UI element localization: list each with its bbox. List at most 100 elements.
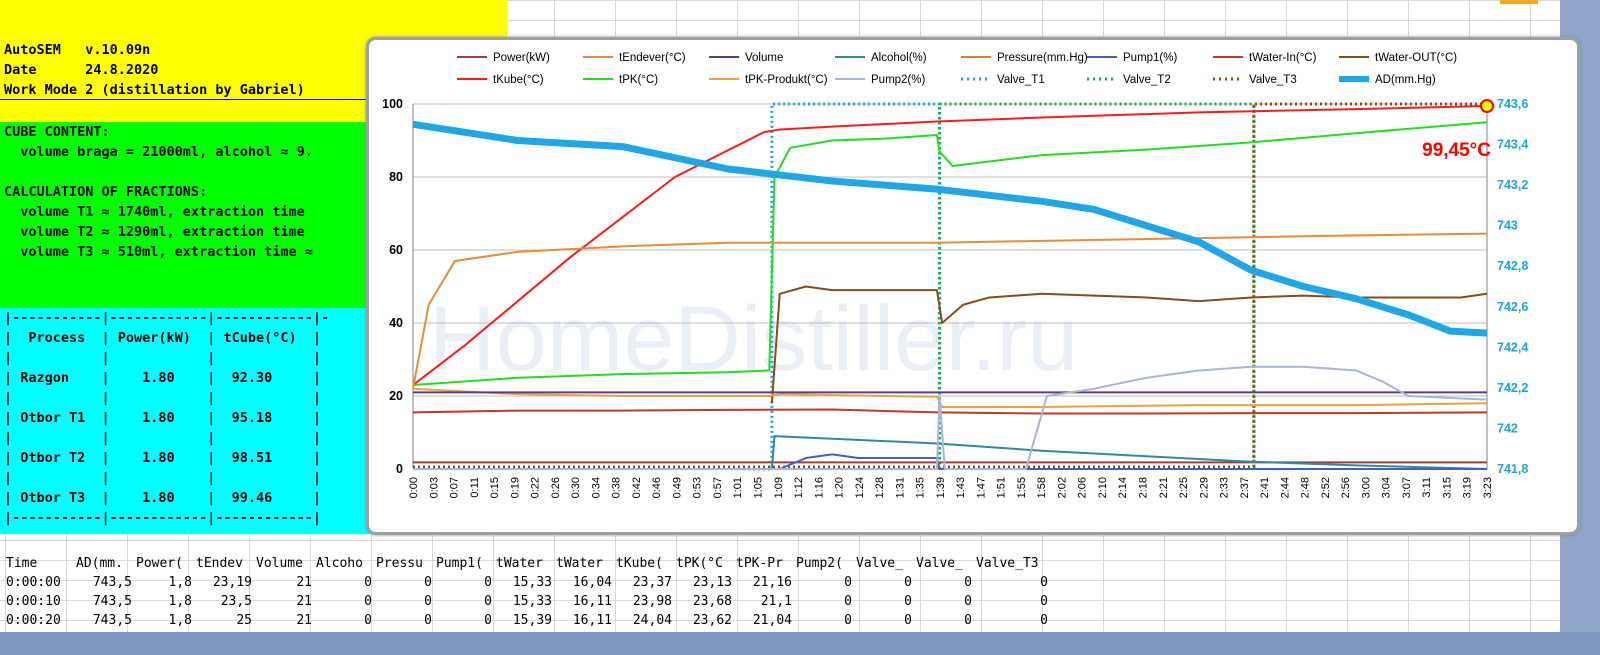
- x-tick-label: 2:48: [1300, 477, 1312, 498]
- table-cell[interactable]: 0: [904, 575, 912, 590]
- x-tick-label: 3:11: [1421, 477, 1433, 498]
- table-cell[interactable]: 23,5: [220, 594, 252, 609]
- header-divider: [0, 99, 507, 100]
- temperature-annotation: 99,45°C: [1422, 140, 1491, 161]
- x-tick-label: 0:42: [631, 477, 643, 498]
- table-cell[interactable]: 0:00:20: [6, 613, 61, 628]
- x-tick-label: 1:20: [834, 477, 846, 498]
- table-cell[interactable]: 0: [484, 575, 492, 590]
- column-header[interactable]: Valve_: [856, 556, 903, 571]
- x-tick-label: 0:00: [408, 477, 420, 498]
- series-line: [413, 365, 1488, 470]
- table-cell[interactable]: 0: [364, 594, 372, 609]
- table-cell[interactable]: 1,8: [168, 594, 192, 609]
- column-header[interactable]: tPK-Pr: [736, 556, 783, 571]
- cube-line: volume T3 ≈ 510ml, extraction time ≈: [4, 244, 313, 260]
- table-cell[interactable]: 743,5: [92, 594, 132, 609]
- y-tick-label: 40: [389, 316, 403, 330]
- table-cell[interactable]: 15,33: [512, 575, 552, 590]
- table-cell[interactable]: 23,68: [692, 594, 732, 609]
- table-cell[interactable]: 16,11: [572, 594, 612, 609]
- table-cell[interactable]: 743,5: [92, 575, 132, 590]
- table-cell[interactable]: 21,04: [752, 613, 792, 628]
- table-cell[interactable]: 0: [964, 594, 972, 609]
- column-header[interactable]: tPK(°C: [676, 556, 723, 571]
- table-cell[interactable]: 16,04: [572, 575, 612, 590]
- process-line: |-----------|------------|------------|: [4, 510, 321, 526]
- column-header[interactable]: AD(mm.: [76, 556, 123, 571]
- column-header[interactable]: tWater: [556, 556, 603, 571]
- table-cell[interactable]: 21: [296, 613, 312, 628]
- x-tick-label: 0:57: [712, 477, 724, 498]
- column-header[interactable]: Valve_T3: [976, 556, 1039, 571]
- x-tick-label: 0:53: [692, 477, 704, 498]
- work-mode-line: Work Mode 2 (distillation by Gabriel): [4, 82, 305, 98]
- table-cell[interactable]: 23,62: [692, 613, 732, 628]
- x-tick-label: 1:05: [752, 477, 764, 498]
- x-tick-label: 0:49: [671, 477, 683, 498]
- table-cell[interactable]: 1,8: [168, 575, 192, 590]
- table-cell[interactable]: 0: [844, 613, 852, 628]
- table-cell[interactable]: 0: [364, 613, 372, 628]
- table-cell[interactable]: 0:00:00: [6, 575, 61, 590]
- column-header[interactable]: Valve_: [916, 556, 963, 571]
- table-cell[interactable]: 0: [844, 594, 852, 609]
- table-cell[interactable]: 0: [1040, 575, 1048, 590]
- column-header[interactable]: tKube(: [616, 556, 663, 571]
- table-cell[interactable]: 23,37: [632, 575, 672, 590]
- table-cell[interactable]: 1,8: [168, 613, 192, 628]
- column-header[interactable]: Pressu: [376, 556, 423, 571]
- x-tick-label: 1:47: [975, 477, 987, 498]
- table-cell[interactable]: 0: [424, 594, 432, 609]
- table-cell[interactable]: 16,11: [572, 613, 612, 628]
- table-cell[interactable]: 0: [904, 594, 912, 609]
- table-cell[interactable]: 25: [236, 613, 252, 628]
- table-cell[interactable]: 0: [424, 575, 432, 590]
- table-cell[interactable]: 24,04: [632, 613, 672, 628]
- table-cell[interactable]: 0: [964, 575, 972, 590]
- column-header[interactable]: Pump1(: [436, 556, 483, 571]
- table-cell[interactable]: 23,13: [692, 575, 732, 590]
- table-cell[interactable]: 21,1: [760, 594, 792, 609]
- table-cell[interactable]: 21,16: [752, 575, 792, 590]
- column-header[interactable]: Alcoho: [316, 556, 363, 571]
- table-cell[interactable]: 21: [296, 575, 312, 590]
- process-line: | Razgon | 1.80 | 92.30 |: [4, 370, 321, 386]
- table-cell[interactable]: 21: [296, 594, 312, 609]
- y2-tick-label: 742,2: [1497, 381, 1528, 395]
- table-cell[interactable]: 15,33: [512, 594, 552, 609]
- x-tick-label: 2:52: [1320, 477, 1332, 498]
- table-cell[interactable]: 0: [964, 613, 972, 628]
- table-cell[interactable]: 0:00:10: [6, 594, 61, 609]
- x-tick-label: 0:38: [611, 477, 623, 498]
- table-cell[interactable]: 23,98: [632, 594, 672, 609]
- legend-label: tPK(°C): [619, 74, 658, 86]
- legend-label: tKube(°C): [493, 74, 544, 86]
- column-header[interactable]: Time: [6, 556, 38, 571]
- column-header[interactable]: Volume: [256, 556, 303, 571]
- series-line: [413, 435, 1488, 470]
- table-cell[interactable]: 0: [1040, 613, 1048, 628]
- table-cell[interactable]: 0: [484, 613, 492, 628]
- table-cell[interactable]: 0: [484, 594, 492, 609]
- table-cell[interactable]: 15,39: [512, 613, 552, 628]
- legend-label: Volume: [745, 52, 783, 64]
- column-header[interactable]: Pump2(: [796, 556, 843, 571]
- column-header[interactable]: tEndev: [196, 556, 243, 571]
- table-cell[interactable]: 743,5: [92, 613, 132, 628]
- cell-highlight: [1500, 0, 1538, 4]
- table-cell[interactable]: 0: [364, 575, 372, 590]
- legend-label: tPK-Produkt(°C): [745, 74, 828, 86]
- table-cell[interactable]: 0: [1040, 594, 1048, 609]
- x-tick-label: 3:23: [1482, 477, 1494, 498]
- x-tick-label: 0:30: [570, 477, 582, 498]
- table-cell[interactable]: 23,19: [212, 575, 252, 590]
- table-cell[interactable]: 0: [904, 613, 912, 628]
- chart-window[interactable]: HomeDistiller.ru 0 20 40 60 80 100 741,8 742 742,…: [366, 37, 1580, 535]
- process-line: | Otbor T3 | 1.80 | 99.46 |: [4, 490, 321, 506]
- table-cell[interactable]: 0: [424, 613, 432, 628]
- column-header[interactable]: Power(: [136, 556, 183, 571]
- column-header[interactable]: tWater: [496, 556, 543, 571]
- table-cell[interactable]: 0: [844, 575, 852, 590]
- series-line: [412, 121, 1488, 387]
